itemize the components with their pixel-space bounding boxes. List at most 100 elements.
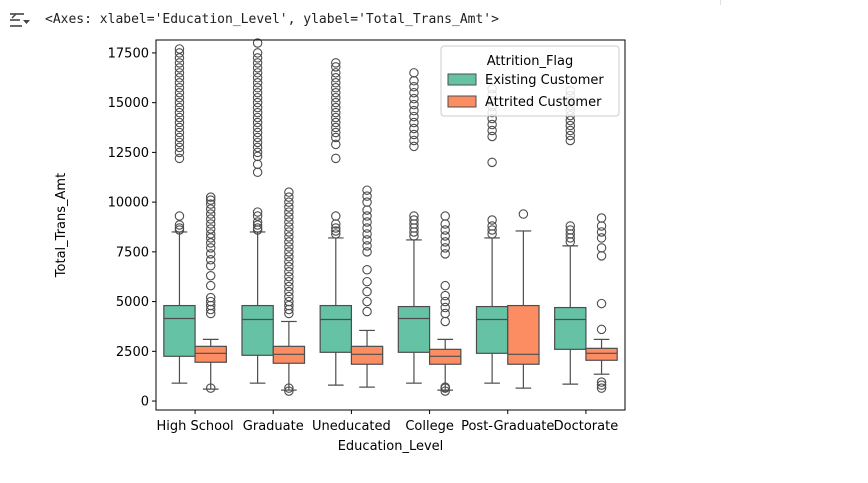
outlier-point — [205, 192, 216, 202]
outlier-point — [284, 197, 294, 207]
outlier-point — [174, 132, 185, 143]
box-iqr — [554, 306, 587, 350]
outlier-point — [487, 157, 497, 168]
outlier-point — [362, 241, 372, 251]
outlier-point — [284, 207, 294, 217]
outlier-point — [331, 62, 341, 72]
outlier-point — [362, 296, 372, 307]
legend-box — [440, 45, 620, 117]
outlier-point — [331, 226, 341, 236]
outlier-point — [518, 209, 529, 219]
outlier-point — [331, 211, 341, 221]
outlier-point — [284, 271, 294, 282]
outlier-point — [565, 135, 576, 146]
outlier-point — [174, 137, 185, 148]
outlier-point — [362, 205, 372, 215]
outlier-point — [409, 141, 419, 152]
outlier-point — [252, 122, 263, 133]
outlier-point — [205, 270, 216, 281]
outlier-point — [331, 73, 341, 83]
outlier-point — [409, 93, 419, 104]
outlier-point — [205, 214, 216, 224]
outlier-point — [596, 233, 607, 243]
outlier-point — [440, 225, 450, 235]
outlier-point — [362, 265, 372, 275]
outlier-point — [252, 217, 263, 227]
outlier-point — [252, 220, 263, 230]
outlier-point — [331, 139, 341, 150]
outlier-point — [409, 76, 419, 86]
outlier-point — [174, 73, 185, 83]
outlier-point — [252, 82, 263, 93]
outlier-point — [331, 97, 341, 108]
outlier-point — [205, 224, 216, 234]
outlier-point — [284, 300, 294, 311]
outlier-point — [440, 249, 450, 259]
outlier-point — [205, 280, 216, 291]
outlier-point — [362, 197, 372, 207]
outlier-point — [565, 120, 576, 131]
outlier-point — [362, 286, 372, 297]
box-iqr — [163, 304, 196, 357]
y-tick-label: 0 — [141, 395, 149, 410]
y-tick-label: 15000 — [108, 96, 149, 111]
outlier-point — [284, 276, 294, 287]
outlier-point — [331, 153, 341, 164]
outlier-point — [409, 111, 419, 122]
outlier-point — [487, 221, 497, 231]
outlier-point — [205, 296, 216, 307]
outlier-point — [409, 81, 419, 92]
outlier-point — [205, 219, 216, 229]
outlier-point — [252, 107, 263, 118]
output-text: <Axes: xlabel='Education_Level', ylabel=… — [45, 12, 499, 27]
outlier-point — [487, 125, 497, 136]
output-collapse-icon[interactable] — [8, 10, 32, 32]
outlier-point — [409, 129, 419, 140]
outlier-point — [205, 292, 216, 303]
outlier-point — [362, 247, 372, 257]
outlier-point — [252, 151, 263, 162]
outlier-point — [174, 102, 185, 113]
outlier-point — [205, 383, 216, 393]
outlier-point — [252, 53, 263, 63]
outlier-point — [205, 255, 216, 265]
outlier-point — [252, 58, 263, 68]
outlier-point — [409, 105, 419, 116]
legend-title: Attrition_Flag — [487, 54, 574, 69]
outlier-point — [174, 122, 185, 133]
outlier-point — [331, 58, 341, 68]
y-tick-label: 5000 — [116, 295, 149, 310]
outlier-point — [284, 222, 294, 232]
y-tick-label: 7500 — [116, 245, 149, 260]
outlier-point — [252, 87, 263, 98]
outlier-point — [284, 266, 294, 277]
outlier-point — [205, 229, 216, 239]
outlier-point — [174, 220, 185, 230]
outlier-point — [362, 185, 372, 195]
outlier-point — [331, 78, 341, 88]
outlier-point — [284, 252, 294, 262]
outlier-point — [284, 257, 294, 267]
outlier-point — [565, 115, 576, 126]
outlier-point — [362, 276, 372, 287]
outlier-point — [362, 229, 372, 239]
outlier-point — [487, 215, 497, 225]
outlier-point — [331, 112, 341, 123]
outlier-point — [252, 207, 263, 217]
outlier-point — [205, 233, 216, 243]
outlier-point — [409, 87, 419, 98]
outlier-point — [252, 211, 263, 221]
box-iqr — [241, 304, 274, 356]
outlier-point — [284, 386, 294, 396]
outlier-point — [284, 247, 294, 257]
box-0-2 — [319, 58, 353, 386]
outlier-point — [331, 229, 341, 239]
outlier-point — [284, 232, 294, 242]
outlier-point — [331, 223, 341, 233]
box-1-0 — [194, 192, 227, 393]
outlier-point — [174, 53, 185, 63]
x-axis: High School Graduate Uneducated College Post… — [156, 410, 618, 434]
outlier-point — [252, 68, 263, 78]
outlier-point — [174, 92, 185, 103]
